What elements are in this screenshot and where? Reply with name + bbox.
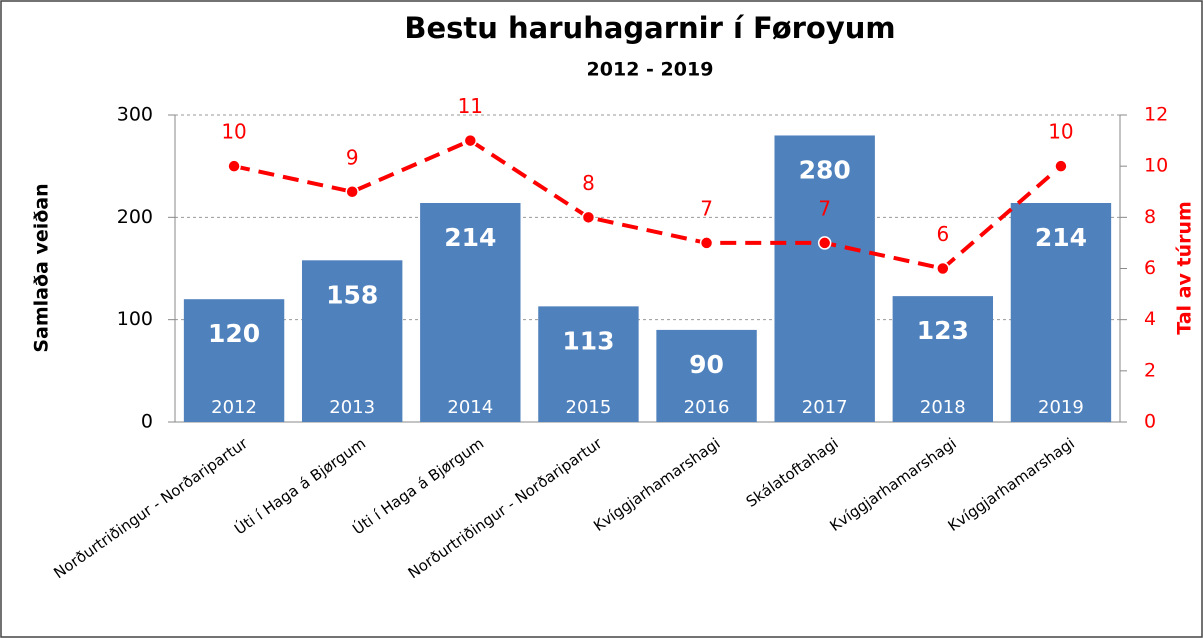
line-point bbox=[463, 133, 478, 148]
bar bbox=[656, 329, 757, 422]
y2-tick-label: 8 bbox=[1144, 206, 1156, 228]
line-point bbox=[1054, 159, 1068, 173]
line-point bbox=[227, 159, 241, 173]
line-point bbox=[699, 236, 714, 250]
bar-value-label: 280 bbox=[799, 155, 851, 184]
bar-value-label: 158 bbox=[326, 280, 378, 309]
y2-tick-label: 4 bbox=[1144, 308, 1156, 330]
line-value-label: 6 bbox=[936, 222, 949, 246]
line-value-label: 7 bbox=[818, 196, 831, 220]
y2-tick-label: 2 bbox=[1144, 359, 1156, 381]
line-point bbox=[817, 236, 832, 250]
line-value-label: 10 bbox=[221, 120, 246, 144]
line-point bbox=[345, 185, 359, 199]
year-label: 2016 bbox=[684, 397, 730, 418]
bar bbox=[1010, 203, 1112, 422]
bar bbox=[774, 135, 875, 422]
y2-axis-label: Tal av túrum bbox=[1174, 201, 1196, 335]
line-value-label: 9 bbox=[346, 145, 359, 169]
y2-tick-label: 0 bbox=[1144, 411, 1156, 433]
bar-value-label: 90 bbox=[689, 350, 724, 379]
year-label: 2014 bbox=[447, 397, 493, 418]
y-tick-label: 300 bbox=[117, 104, 153, 126]
year-label: 2015 bbox=[566, 397, 612, 418]
y2-tick-label: 12 bbox=[1144, 104, 1168, 126]
year-label: 2018 bbox=[920, 397, 966, 418]
bar-value-label: 113 bbox=[562, 326, 614, 355]
y-tick-label: 100 bbox=[117, 308, 153, 330]
bar-value-label: 120 bbox=[208, 319, 260, 348]
line-value-label: 8 bbox=[582, 171, 595, 195]
y-tick-label: 0 bbox=[141, 411, 153, 433]
year-label: 2013 bbox=[329, 397, 375, 418]
year-label: 2012 bbox=[211, 397, 257, 418]
line-point bbox=[581, 210, 596, 225]
year-label: 2019 bbox=[1038, 397, 1084, 418]
year-label: 2017 bbox=[802, 397, 848, 418]
bar-value-label: 214 bbox=[444, 223, 496, 252]
bar bbox=[892, 296, 994, 422]
bar bbox=[538, 306, 639, 422]
line-point bbox=[936, 261, 950, 276]
line-value-label: 7 bbox=[700, 196, 713, 220]
bar-value-label: 214 bbox=[1035, 223, 1087, 252]
chart-subtitle: 2012 - 2019 bbox=[587, 59, 714, 81]
bar bbox=[183, 299, 285, 422]
y2-tick-label: 6 bbox=[1144, 257, 1156, 279]
line bbox=[233, 138, 1063, 271]
y-tick-label: 200 bbox=[117, 206, 153, 228]
chart-title: Bestu haruhagarnir í Føroyum bbox=[404, 11, 895, 45]
y-axis-label: Samlaða veiðan bbox=[31, 183, 53, 352]
bar bbox=[420, 203, 521, 422]
bar bbox=[301, 260, 403, 422]
y2-tick-label: 10 bbox=[1144, 155, 1168, 177]
bar-value-label: 123 bbox=[917, 316, 969, 345]
line-value-label: 11 bbox=[458, 94, 483, 118]
line-value-label: 10 bbox=[1048, 120, 1073, 144]
